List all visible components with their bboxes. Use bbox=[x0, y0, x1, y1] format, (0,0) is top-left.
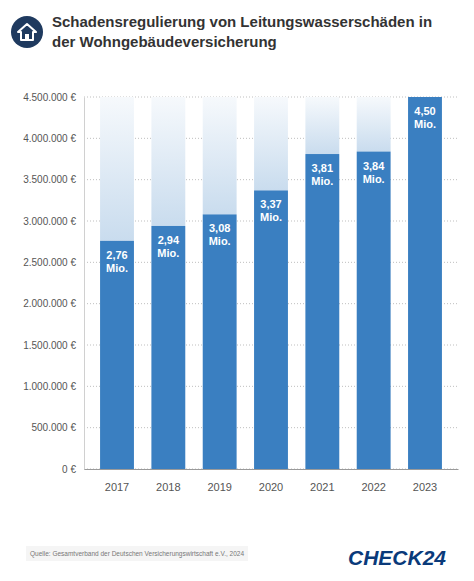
y-tick-label: 3.500.000 € bbox=[23, 174, 76, 185]
bar bbox=[203, 214, 237, 469]
y-tick: 3.500.000 € bbox=[23, 174, 84, 185]
grid bbox=[84, 97, 458, 469]
bar bbox=[357, 152, 391, 469]
y-tick: 4.000.000 € bbox=[23, 133, 84, 144]
y-tick-label: 2.000.000 € bbox=[23, 298, 76, 309]
title: Schadensregulierung von Leitungswassersc… bbox=[52, 13, 432, 50]
y-tick: 4.500.000 € bbox=[23, 92, 84, 103]
header-icon bbox=[11, 16, 43, 48]
bar bbox=[151, 226, 185, 469]
bar bbox=[305, 154, 339, 469]
x-tick: 2018 bbox=[156, 469, 180, 493]
bar-track bbox=[151, 97, 185, 226]
y-tick: 3.000.000 € bbox=[23, 216, 84, 227]
bar-track bbox=[305, 97, 339, 154]
y-tick-label: 4.500.000 € bbox=[23, 92, 76, 103]
bar-track bbox=[203, 97, 237, 214]
data-label: 3,37Mio. bbox=[260, 198, 282, 223]
source-box bbox=[26, 546, 248, 561]
x-tick-label: 2018 bbox=[156, 481, 180, 493]
data-label: 2,94Mio. bbox=[157, 234, 180, 259]
y-tick-label: 2.500.000 € bbox=[23, 257, 76, 268]
bar bbox=[100, 241, 134, 469]
y-tick: 2.500.000 € bbox=[23, 257, 84, 268]
bar-track bbox=[357, 97, 391, 152]
y-tick-label: 3.000.000 € bbox=[23, 216, 76, 227]
data-label: 3,84Mio. bbox=[363, 160, 386, 185]
x-tick: 2022 bbox=[361, 469, 385, 493]
y-tick-label: 1.000.000 € bbox=[23, 381, 76, 392]
x-axis-line bbox=[85, 469, 459, 470]
data-label: 3,81Mio. bbox=[311, 162, 333, 187]
y-tick-label: 1.500.000 € bbox=[23, 340, 76, 351]
data-label: 3,08Mio. bbox=[209, 222, 231, 247]
x-tick: 2023 bbox=[413, 469, 437, 493]
bar bbox=[254, 190, 288, 469]
x-tick-label: 2019 bbox=[207, 481, 231, 493]
y-tick-label: 0 € bbox=[62, 464, 76, 475]
y-tick: 500.000 € bbox=[32, 422, 85, 433]
x-tick: 2019 bbox=[207, 469, 231, 493]
chart: Schadensregulierung von Leitungswassersc… bbox=[0, 0, 474, 581]
y-tick: 0 € bbox=[62, 464, 84, 475]
x-tick: 2020 bbox=[259, 469, 283, 493]
x-axis: 2017 2018 2019 2020 2021 2022 2023 bbox=[85, 469, 459, 493]
source: Quelle: Gesamtverband der Deutschen Vers… bbox=[30, 550, 244, 558]
x-tick: 2017 bbox=[105, 469, 129, 493]
x-tick-label: 2021 bbox=[310, 481, 334, 493]
x-tick-label: 2020 bbox=[259, 481, 283, 493]
data-labels: 2,76Mio. 2,94Mio. 3,08Mio. 3,37Mio. 3,81Mio.… bbox=[106, 105, 436, 274]
y-tick: 1.500.000 € bbox=[23, 340, 84, 351]
x-tick-label: 2022 bbox=[361, 481, 385, 493]
y-axis: 0 € 500.000 € 1.000.000 € 1.500.000 € 2.000.… bbox=[23, 92, 84, 475]
y-tick-label: 500.000 € bbox=[32, 422, 77, 433]
logo: CHECK24 bbox=[348, 546, 446, 569]
bar bbox=[408, 97, 442, 469]
y-tick: 1.000.000 € bbox=[23, 381, 84, 392]
bar-track bbox=[100, 97, 134, 241]
bar-track bbox=[254, 97, 288, 190]
x-tick-label: 2023 bbox=[413, 481, 437, 493]
x-tick: 2021 bbox=[310, 469, 334, 493]
y-axis-line bbox=[84, 98, 85, 470]
x-tick-label: 2017 bbox=[105, 481, 129, 493]
data-label: 2,76Mio. bbox=[106, 249, 128, 274]
y-tick: 2.000.000 € bbox=[23, 298, 84, 309]
data-label: 4,50Mio. bbox=[414, 105, 436, 130]
y-tick-label: 4.000.000 € bbox=[23, 133, 76, 144]
bars bbox=[100, 97, 442, 469]
